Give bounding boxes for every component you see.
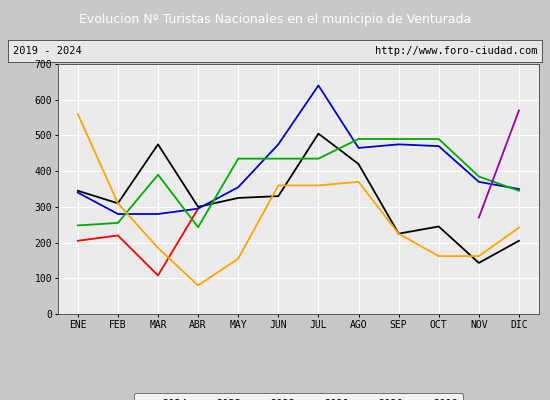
Text: http://www.foro-ciudad.com: http://www.foro-ciudad.com [375, 46, 537, 56]
Legend: 2024, 2023, 2022, 2021, 2020, 2019: 2024, 2023, 2022, 2021, 2020, 2019 [134, 393, 463, 400]
Text: Evolucion Nº Turistas Nacionales en el municipio de Venturada: Evolucion Nº Turistas Nacionales en el m… [79, 12, 471, 26]
Text: 2019 - 2024: 2019 - 2024 [13, 46, 81, 56]
